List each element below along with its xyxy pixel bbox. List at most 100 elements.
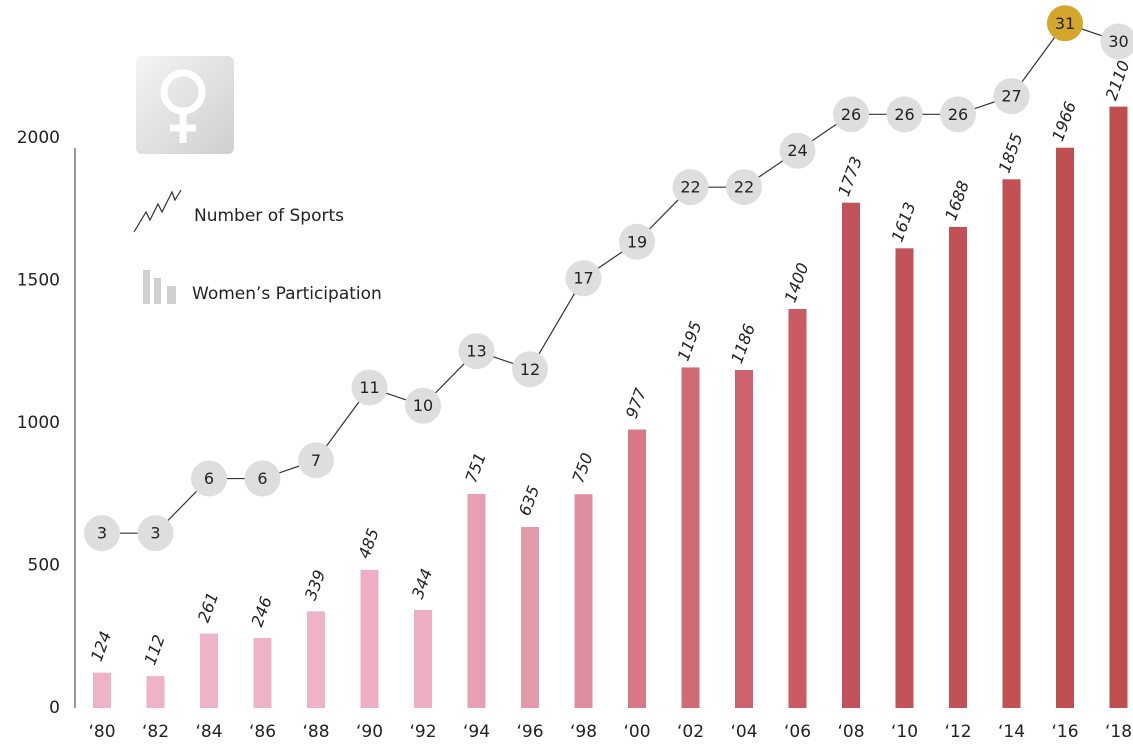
value-label: 1773: [834, 154, 866, 199]
point-label: 22: [734, 178, 754, 197]
value-label: 344: [408, 566, 436, 601]
x-tick-label: ‘96: [516, 722, 543, 742]
point-marker: [1047, 5, 1083, 42]
bar: [735, 369, 753, 708]
value-label: 977: [622, 385, 651, 421]
bar: [146, 676, 165, 708]
point-marker: [298, 442, 334, 479]
value-label: 1186: [727, 321, 759, 366]
point-label: 10: [413, 396, 433, 415]
bar: [842, 202, 860, 708]
bar: [1109, 106, 1128, 708]
value-label: 1195: [674, 319, 706, 364]
bar: [93, 672, 111, 708]
point-marker: [565, 260, 602, 297]
bar: [521, 527, 539, 708]
point-label: 26: [841, 105, 861, 124]
y-tick-label: 2000: [17, 128, 60, 148]
value-label: 1400: [781, 260, 813, 305]
point-label: 6: [257, 469, 267, 488]
legend-label: Number of Sports: [194, 206, 344, 226]
point-marker: [726, 169, 762, 206]
x-tick-label: ‘16: [1051, 722, 1078, 742]
x-tick-label: ‘98: [570, 722, 597, 742]
value-label: 261: [194, 590, 222, 625]
point-label: 17: [573, 269, 593, 288]
point-label: 19: [627, 232, 647, 251]
x-tick-label: ‘88: [302, 722, 329, 742]
point-marker: [672, 169, 709, 206]
legend-line-icon: [133, 189, 182, 233]
point-label: 3: [150, 524, 160, 543]
point-label: 3: [97, 524, 107, 543]
value-label: 124: [87, 629, 115, 664]
point-label: 24: [787, 141, 807, 160]
point-label: 22: [680, 178, 700, 197]
bar: [1002, 179, 1021, 708]
point-marker: [84, 515, 120, 552]
x-tick-label: ‘02: [677, 722, 704, 742]
y-tick-label: 0: [49, 698, 60, 718]
x-tick-label: ‘06: [784, 722, 811, 742]
x-tick-label: ‘08: [837, 722, 864, 742]
value-label: 112: [140, 632, 168, 667]
bar: [1056, 147, 1074, 708]
bar: [414, 609, 432, 708]
point-label: 7: [311, 451, 321, 470]
bar: [895, 248, 914, 709]
x-tick-label: ‘94: [463, 722, 490, 742]
point-marker: [833, 96, 869, 133]
venus-icon: [136, 56, 234, 154]
value-label: 750: [568, 450, 596, 485]
y-tick-label: 500: [28, 556, 60, 576]
value-label: 751: [461, 450, 489, 485]
x-tick-label: ‘04: [730, 722, 757, 742]
point-label: 11: [359, 378, 379, 397]
point-marker: [886, 96, 923, 133]
point-label: 26: [948, 105, 968, 124]
bar: [574, 494, 593, 708]
bar: [253, 637, 272, 708]
point-marker: [458, 333, 495, 370]
point-marker: [779, 132, 816, 169]
bar: [949, 226, 967, 709]
value-label: 2110: [1102, 58, 1133, 103]
point-label: 12: [520, 360, 540, 379]
bar: [788, 309, 807, 708]
value-label: 1966: [1048, 99, 1080, 144]
point-label: 26: [894, 105, 914, 124]
x-tick-label: ‘90: [356, 722, 383, 742]
x-tick-label: ‘18: [1105, 722, 1132, 742]
value-label: 1688: [941, 178, 973, 223]
value-label: 1613: [888, 200, 920, 245]
point-label: 13: [466, 342, 486, 361]
value-label: 246: [247, 594, 275, 629]
point-marker: [619, 223, 655, 260]
bar: [628, 429, 646, 708]
x-tick-label: ‘82: [142, 722, 169, 742]
point-marker: [191, 460, 227, 497]
y-tick-label: 1500: [17, 271, 60, 291]
value-label: 485: [354, 526, 382, 561]
bar: [681, 367, 700, 708]
point-marker: [244, 460, 281, 497]
x-tick-label: ‘92: [409, 722, 436, 742]
point-label: 27: [1001, 87, 1021, 106]
point-marker: [137, 515, 174, 552]
bar: [200, 633, 218, 708]
legend-label: Women’s Participation: [192, 284, 382, 304]
x-tick-label: ‘00: [623, 722, 650, 742]
value-label: 1855: [995, 131, 1027, 176]
point-label: 31: [1055, 14, 1075, 33]
x-tick-label: ‘12: [944, 722, 971, 742]
bar: [467, 493, 486, 708]
legend-bar-icon: [143, 270, 176, 304]
x-tick-label: ‘80: [88, 722, 115, 742]
x-tick-label: ‘86: [249, 722, 276, 742]
point-marker: [940, 96, 976, 133]
bar: [307, 611, 325, 708]
point-marker: [351, 369, 388, 406]
point-marker: [512, 351, 548, 388]
point-label: 30: [1108, 32, 1128, 51]
